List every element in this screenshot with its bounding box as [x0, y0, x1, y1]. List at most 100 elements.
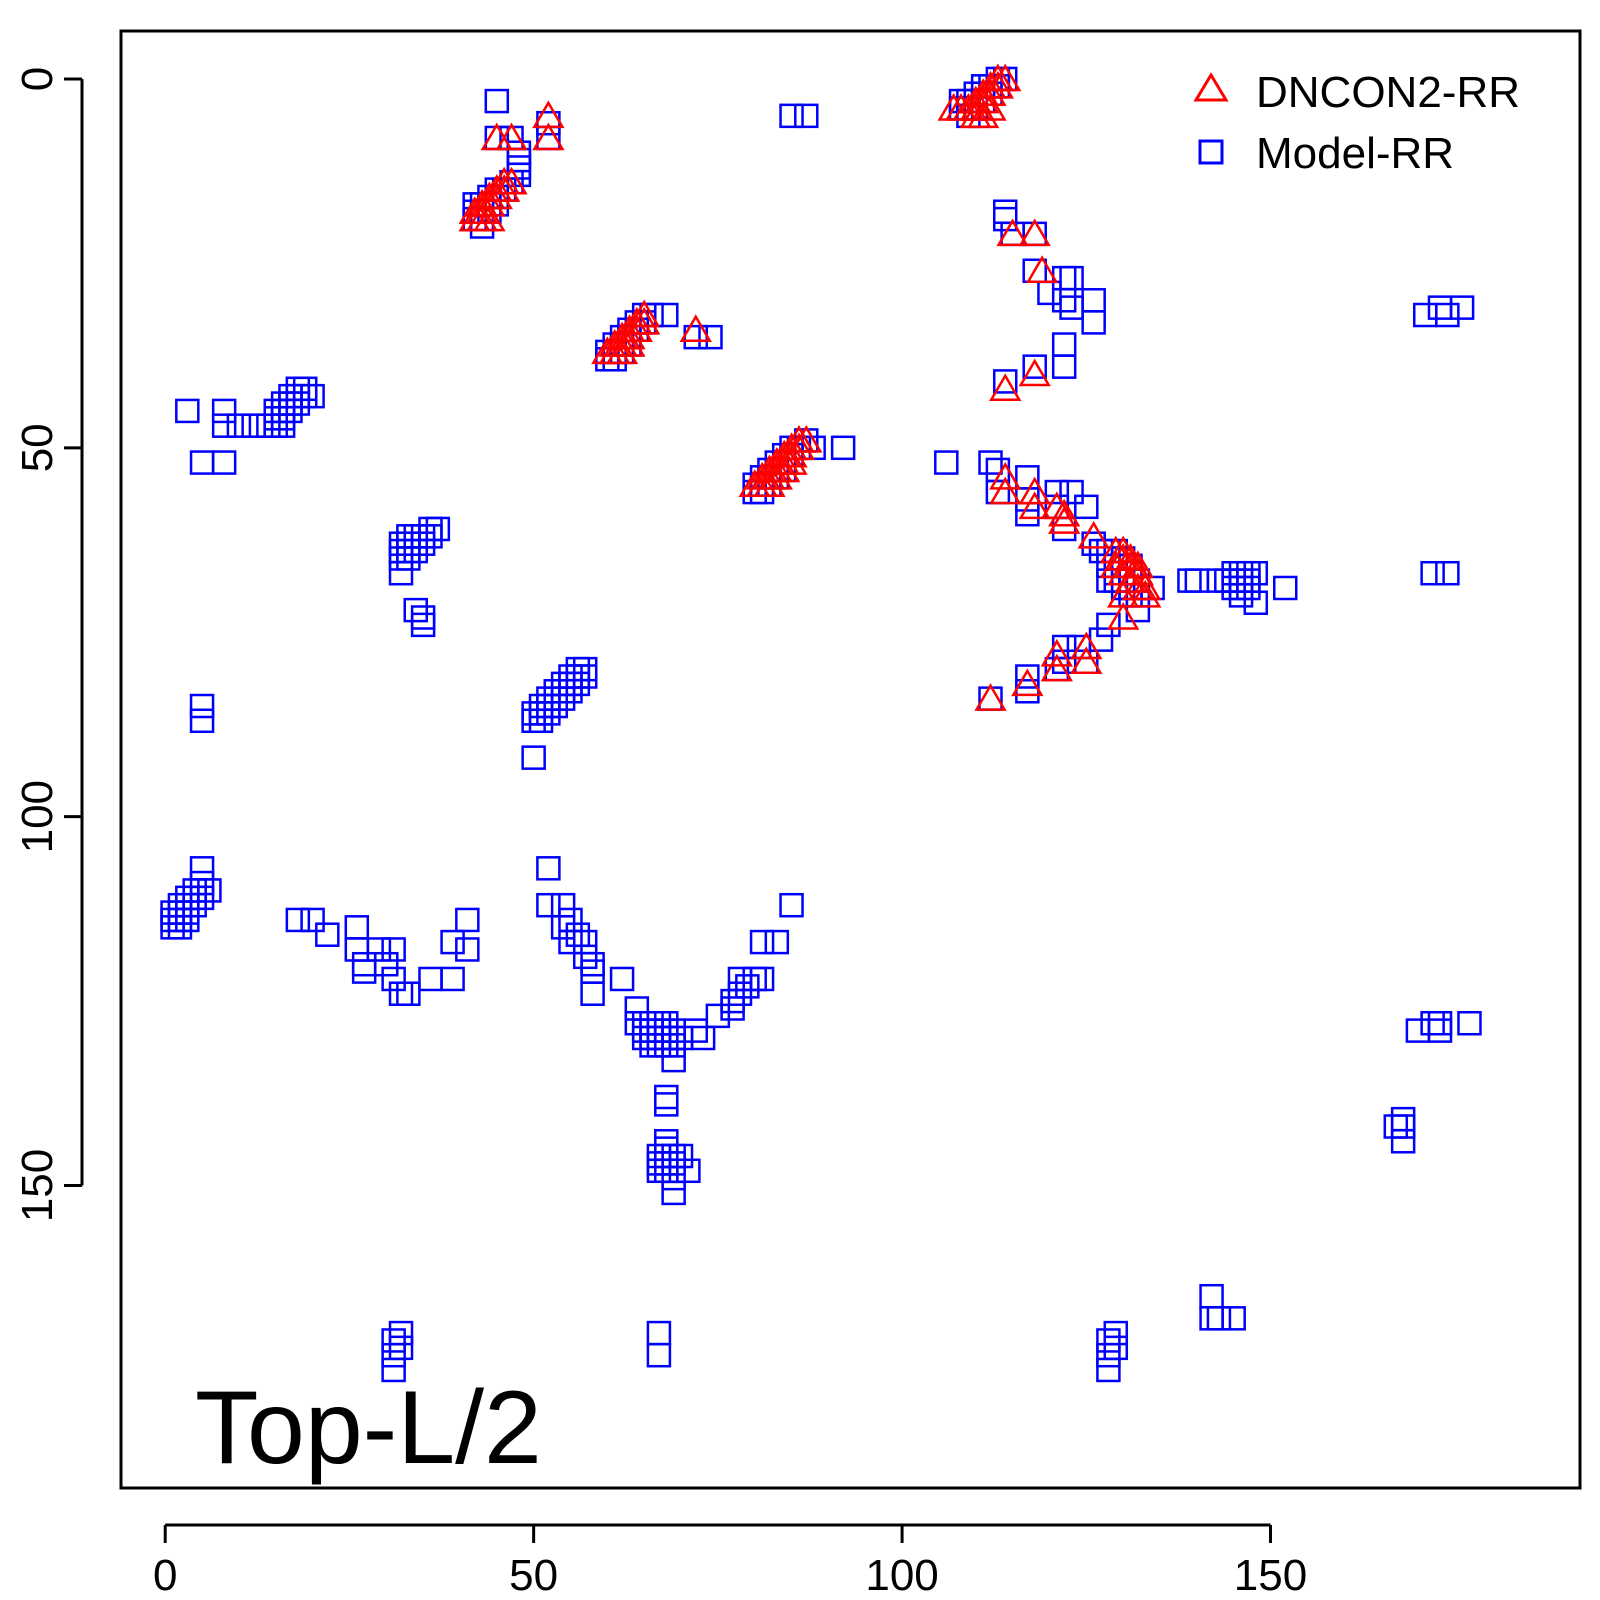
plot-marks [160, 63, 1482, 1383]
point-model-rr [263, 398, 288, 424]
point-model-rr [668, 1143, 694, 1169]
point-dncon2-rr [1114, 565, 1147, 593]
point-model-rr [1221, 560, 1246, 586]
point-model-rr [558, 679, 583, 704]
point-model-rr [521, 701, 546, 726]
y-axis: 0 50 100 150 [13, 67, 84, 1222]
legend-label-model-rr: Model-RR [1256, 129, 1454, 178]
point-dncon2-rr [613, 329, 646, 357]
point-model-rr [189, 870, 215, 896]
point-model-rr [285, 376, 311, 402]
point-model-rr [396, 538, 421, 564]
point-model-rr [558, 907, 583, 933]
point-model-rr [661, 1180, 686, 1206]
point-model-rr [1228, 568, 1254, 593]
point-model-rr [1427, 295, 1453, 320]
point-dncon2-rr [775, 447, 808, 475]
point-dncon2-rr [1048, 498, 1081, 527]
point-model-rr [285, 907, 311, 933]
point-model-rr [351, 959, 377, 984]
point-dncon2-rr [989, 373, 1022, 402]
point-model-rr [1199, 1306, 1224, 1331]
point-dncon2-rr [1070, 646, 1103, 675]
point-model-rr [668, 1025, 694, 1051]
point-model-rr [344, 915, 370, 940]
point-model-rr [388, 538, 414, 564]
point-model-rr [654, 1025, 679, 1051]
point-model-rr [661, 1025, 686, 1051]
point-model-rr [270, 406, 296, 431]
point-model-rr [727, 981, 753, 1006]
point-model-rr [1449, 295, 1475, 320]
point-dncon2-rr [532, 122, 565, 151]
point-model-rr [654, 1151, 679, 1176]
point-dncon2-rr [495, 122, 528, 151]
point-model-rr [425, 516, 451, 542]
point-model-rr [528, 701, 554, 726]
point-dncon2-rr [996, 218, 1029, 247]
point-model-rr [654, 1084, 679, 1110]
point-model-rr [1103, 1335, 1129, 1361]
point-model-rr [639, 1010, 664, 1036]
point-model-rr [1413, 302, 1438, 328]
point-model-rr [226, 413, 252, 438]
point-model-rr [1420, 1010, 1445, 1036]
point-model-rr [1390, 1106, 1416, 1132]
point-model-rr [410, 605, 436, 630]
point-model-rr [1457, 1010, 1482, 1036]
point-model-rr [661, 1033, 686, 1058]
point-model-rr [160, 907, 185, 933]
point-model-rr [1059, 295, 1084, 320]
point-model-rr [934, 450, 959, 475]
point-model-rr [484, 88, 510, 114]
x-axis: 0 50 100 150 [153, 1523, 1307, 1600]
point-model-rr [455, 907, 480, 933]
point-dncon2-rr [628, 299, 661, 328]
point-model-rr [528, 693, 554, 719]
y-tick-label: 100 [13, 780, 62, 853]
point-model-rr [646, 1143, 672, 1169]
point-model-rr [285, 391, 311, 416]
point-model-rr [639, 1018, 664, 1043]
point-model-rr [455, 937, 480, 962]
point-dncon2-rr [760, 461, 793, 490]
legend-marker-model-rr [1198, 139, 1224, 165]
point-dncon2-rr [613, 321, 646, 350]
point-dncon2-rr [753, 469, 786, 497]
point-model-rr [536, 701, 561, 726]
point-model-rr [536, 856, 561, 881]
point-dncon2-rr [1040, 491, 1073, 520]
x-tick-label: 100 [865, 1551, 938, 1600]
point-model-rr [381, 966, 406, 992]
point-dncon2-rr [989, 476, 1022, 505]
point-model-rr [403, 531, 428, 556]
point-model-rr [278, 383, 303, 409]
point-dncon2-rr [458, 203, 491, 232]
point-model-rr [580, 951, 605, 977]
point-model-rr [720, 988, 745, 1014]
point-model-rr [396, 524, 421, 549]
point-model-rr [167, 915, 193, 940]
point-dncon2-rr [1018, 358, 1051, 387]
plot-frame [119, 29, 1582, 1490]
point-model-rr [315, 922, 340, 947]
point-model-rr [160, 900, 185, 925]
point-dncon2-rr [1011, 668, 1044, 697]
point-model-rr [683, 1018, 709, 1043]
point-dncon2-rr [1070, 631, 1103, 660]
point-model-rr [381, 1342, 406, 1368]
point-model-rr [1236, 568, 1261, 593]
point-dncon2-rr [480, 181, 513, 210]
point-model-rr [661, 1047, 686, 1073]
y-tick-label: 50 [13, 423, 62, 472]
point-model-rr [211, 398, 237, 424]
point-dncon2-rr [974, 92, 1007, 121]
point-model-rr [292, 383, 318, 409]
point-model-rr [609, 966, 635, 992]
point-model-rr [558, 671, 583, 697]
point-model-rr [270, 413, 296, 438]
point-model-rr [1243, 590, 1269, 615]
point-model-rr [270, 391, 296, 416]
point-model-rr [1081, 288, 1106, 313]
point-model-rr [580, 981, 605, 1006]
